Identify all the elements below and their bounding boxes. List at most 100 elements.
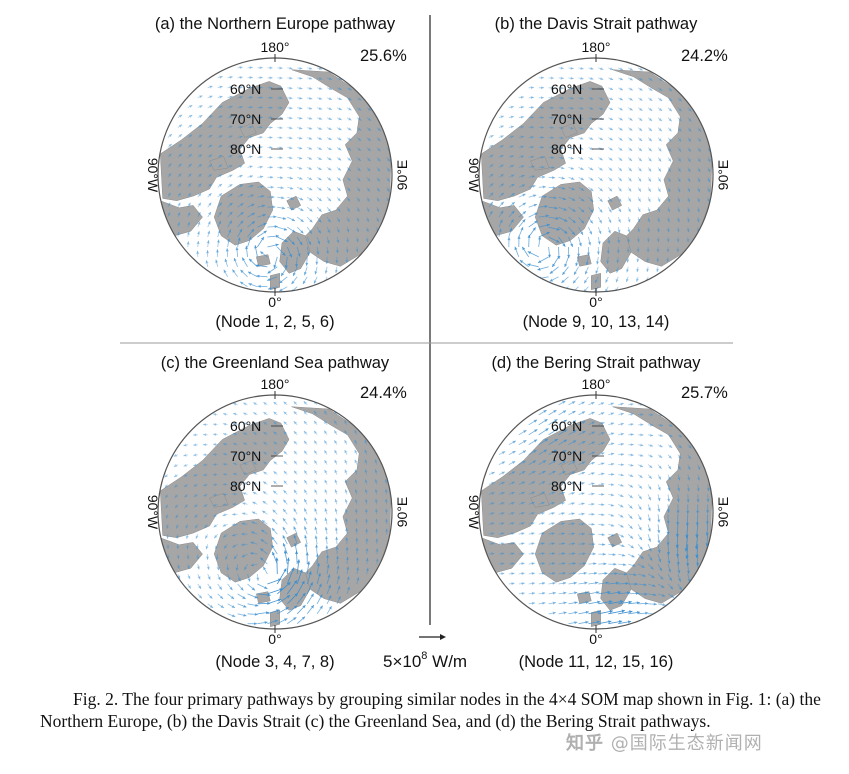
flux-arrow (242, 452, 248, 456)
flux-arrow (498, 173, 505, 178)
flux-arrow (528, 552, 535, 555)
flux-arrow-head (269, 66, 273, 70)
flux-arrow (647, 97, 653, 102)
flux-arrow (376, 137, 381, 142)
flux-arrow (488, 532, 495, 535)
flux-arrow-head (545, 214, 549, 218)
flux-arrow-head (638, 495, 642, 500)
flux-arrow (283, 411, 288, 416)
flux-arrow-head (684, 548, 688, 552)
flux-arrow (316, 127, 323, 130)
flux-arrow (227, 125, 233, 128)
flux-arrow (326, 196, 332, 202)
flux-arrow-head (273, 481, 277, 485)
panel-percent: 25.7% (681, 384, 728, 402)
flux-arrow (588, 77, 594, 80)
flux-arrow-head (657, 218, 661, 223)
flux-arrow-head (562, 561, 566, 566)
flux-arrow-head (336, 565, 340, 569)
flux-arrow (213, 484, 218, 486)
flux-arrow-head (572, 420, 576, 424)
flux-arrow-head (164, 474, 168, 478)
flux-arrow-head (196, 566, 200, 570)
flux-arrow (608, 177, 613, 182)
flux-arrow (251, 511, 258, 515)
flux-arrow-head (219, 85, 223, 89)
flux-arrow (316, 137, 323, 140)
flux-arrow (627, 227, 630, 233)
flux-arrow (313, 410, 318, 416)
flux-arrow (508, 552, 515, 555)
flux-arrow (498, 522, 505, 525)
flux-arrow (354, 469, 358, 475)
flux-arrow (588, 472, 595, 475)
flux-arrow-head (272, 205, 276, 209)
flux-arrow-head (620, 524, 624, 528)
flux-arrow-head (620, 452, 624, 457)
flux-arrow-head (521, 552, 525, 556)
flux-arrow (225, 553, 228, 560)
flux-arrow (184, 494, 189, 498)
flux-arrow (167, 133, 173, 138)
flux-arrow (617, 147, 623, 151)
flux-arrow-head (583, 571, 587, 575)
flux-arrow (697, 167, 701, 173)
flux-arrow (598, 462, 605, 465)
flux-arrow-head (580, 231, 583, 235)
flux-arrow-head (203, 453, 207, 457)
flux-arrow-head (609, 127, 613, 131)
flux-arrow-head (225, 248, 229, 252)
flux-arrow-head (501, 552, 505, 556)
flux-arrow-head (354, 449, 358, 454)
flux-arrow (223, 543, 228, 549)
flux-arrow (687, 137, 692, 142)
flux-arrow-head (614, 572, 618, 576)
flux-arrow (252, 501, 258, 505)
flux-arrow-head (317, 230, 321, 234)
flux-arrow (207, 211, 212, 218)
flux-arrow (598, 402, 605, 406)
flux-arrow (697, 127, 702, 133)
flux-arrow-head (697, 188, 701, 193)
flux-arrow-head (591, 421, 595, 425)
flux-arrow-head (501, 461, 505, 465)
flux-arrow-head (327, 177, 332, 181)
flux-arrow-head (193, 483, 197, 487)
flux-arrow (687, 474, 690, 481)
flux-arrow (518, 532, 525, 535)
flux-arrow-head (219, 95, 223, 99)
flux-arrow (177, 173, 182, 178)
flux-arrow (324, 479, 328, 485)
flux-arrow (336, 216, 341, 223)
flux-arrow (376, 197, 380, 202)
flux-arrow-head (259, 125, 263, 129)
flux-arrow (637, 216, 641, 223)
flux-arrow (376, 167, 381, 172)
flux-arrow (227, 174, 233, 178)
flux-arrow-head (242, 502, 246, 506)
flux-arrow (193, 494, 199, 498)
flux-arrow-head (239, 228, 242, 233)
flux-arrow (598, 412, 605, 416)
flux-arrow-head (521, 471, 526, 475)
flux-arrow-head (520, 145, 524, 149)
flux-arrow-head (279, 166, 283, 170)
flux-arrow-head (580, 116, 584, 120)
flux-arrow-head (560, 126, 564, 130)
flux-arrow (488, 522, 495, 525)
flux-arrow-head (580, 156, 584, 160)
flux-arrow (518, 552, 525, 555)
flux-arrow-head (213, 442, 217, 447)
flux-arrow-head (609, 117, 613, 121)
flux-arrow-head (223, 422, 227, 426)
flux-arrow-head (259, 106, 263, 110)
flux-arrow (326, 87, 333, 90)
flux-arrow-head (365, 567, 369, 572)
flux-arrow (257, 185, 264, 188)
flux-arrow (647, 197, 651, 203)
flux-arrow (647, 256, 649, 263)
flux-arrow (628, 423, 634, 426)
flux-arrow (167, 172, 172, 178)
flux-arrow (257, 116, 263, 119)
flux-arrow-head (185, 525, 189, 529)
